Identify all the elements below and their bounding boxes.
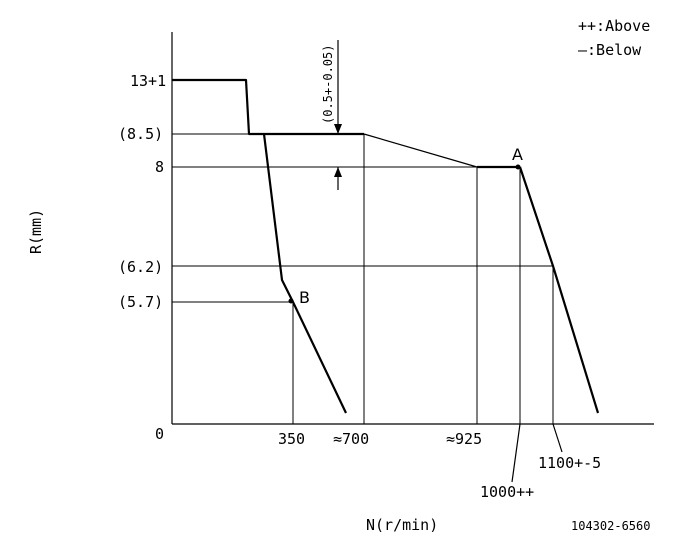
gap-arrow-down (334, 124, 342, 134)
x-tick-1100: 1100+-5 (538, 454, 601, 472)
legend-below: —:Below (578, 41, 642, 59)
curve-start-step (172, 78, 364, 136)
part-number: 104302-6560 (571, 519, 650, 533)
x-tick-1000: 1000++ (480, 483, 534, 501)
y-tick-8: 8 (155, 158, 164, 176)
x-tick-350: 350 (278, 430, 305, 448)
gap-arrow-up (334, 167, 342, 177)
x-axis-title: N(r/min) (366, 516, 438, 534)
point-a-label: A (512, 145, 523, 164)
x-tick-925: ≈925 (446, 430, 482, 448)
point-b-label: B (299, 288, 310, 307)
curve-idle-cutoff (262, 133, 347, 414)
leader-1100 (552, 423, 563, 453)
gap-label: (0.5+-0.05) (321, 45, 335, 124)
point-a-marker (515, 164, 521, 170)
y-tick-6-2: (6.2) (118, 258, 163, 276)
legend-above: ++:Above (578, 17, 650, 35)
y-tick-8-5: (8.5) (118, 125, 163, 143)
curve-decline (363, 133, 478, 168)
y-tick-13-1: 13+1 (130, 72, 166, 90)
y-tick-0: 0 (155, 425, 164, 443)
x-tick-700: ≈700 (333, 430, 369, 448)
y-axis-title: R(mm) (27, 209, 45, 254)
y-tick-5-7: (5.7) (118, 293, 163, 311)
curve-governor-cutoff (518, 166, 600, 414)
point-b-marker (288, 298, 294, 304)
leader-1000 (511, 423, 521, 483)
